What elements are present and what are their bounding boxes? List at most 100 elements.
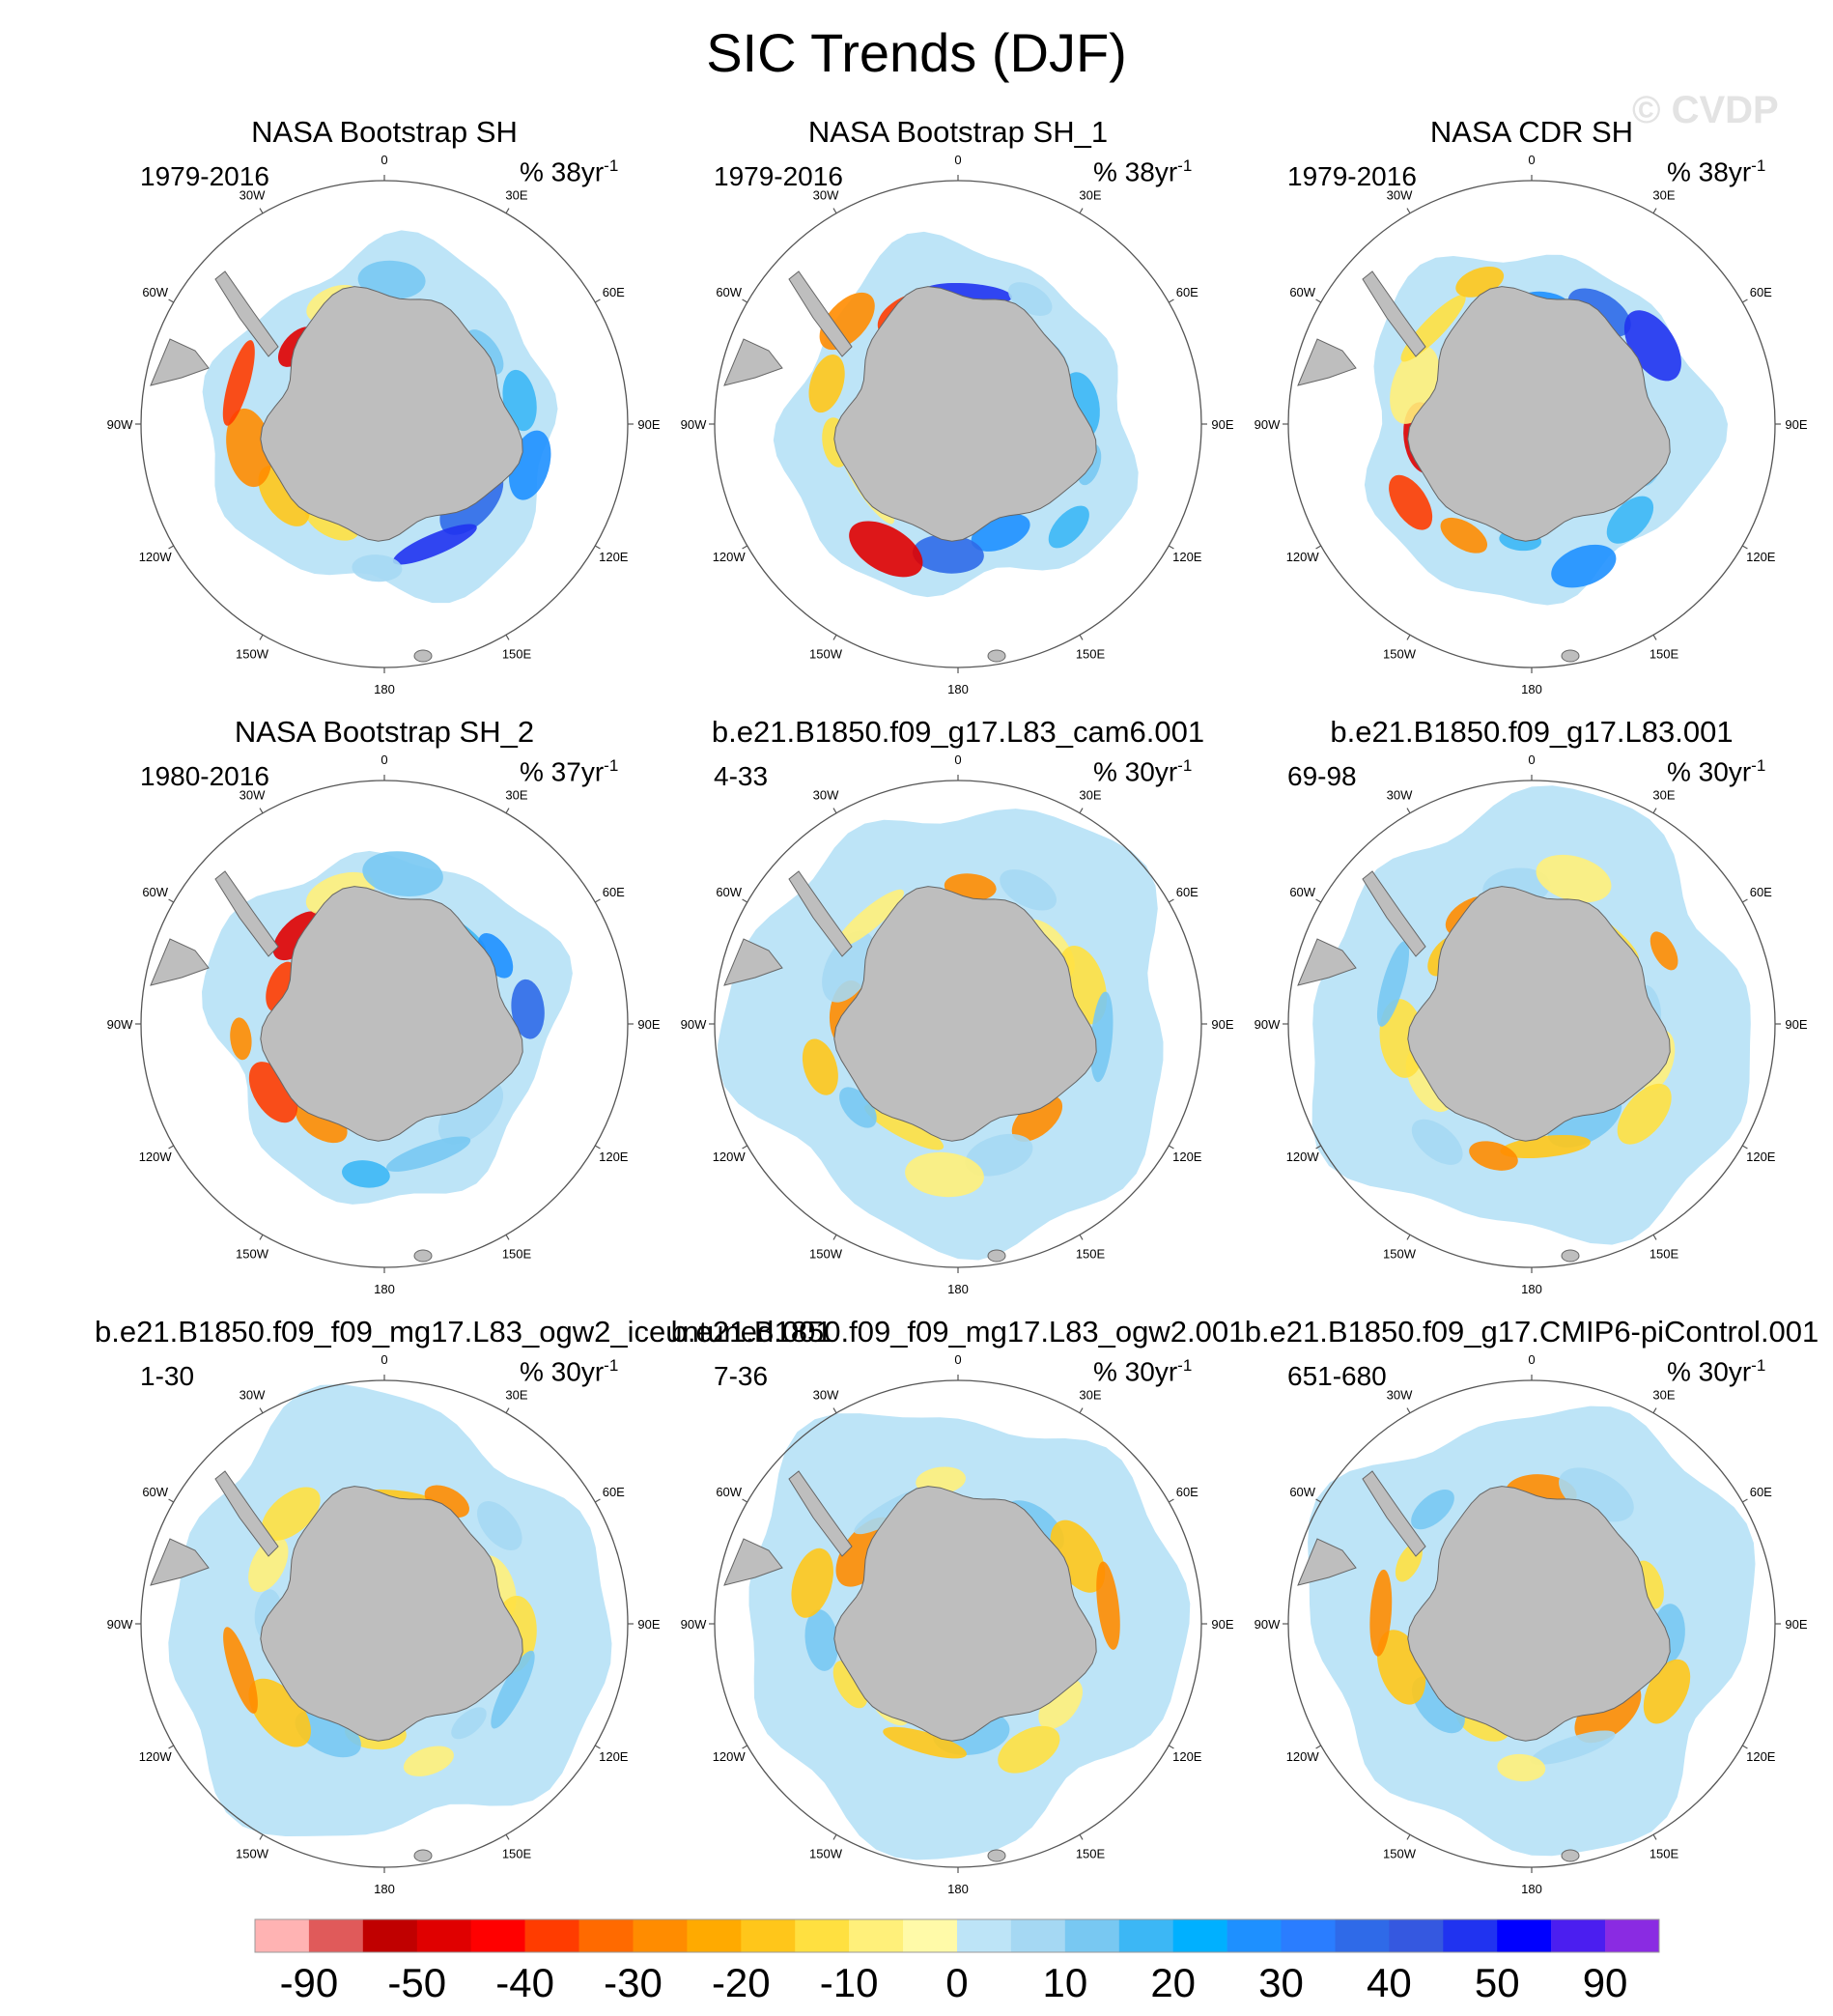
longitude-tick bbox=[594, 298, 601, 303]
longitude-tick bbox=[594, 545, 601, 550]
longitude-label: 150W bbox=[1383, 1246, 1417, 1261]
longitude-tick bbox=[505, 1407, 510, 1414]
new-zealand bbox=[987, 1849, 1006, 1862]
colorbar-swatch bbox=[957, 1919, 1012, 1952]
panel-period: 1979-2016 bbox=[140, 161, 269, 191]
longitude-tick bbox=[1652, 1833, 1657, 1840]
colorbar-swatch bbox=[524, 1919, 579, 1952]
south-america-tip bbox=[1297, 338, 1357, 386]
longitude-label: 30E bbox=[1652, 788, 1675, 803]
longitude-tick bbox=[1406, 1833, 1411, 1840]
longitude-label: 30E bbox=[1652, 1388, 1675, 1403]
trend-anomaly bbox=[864, 1104, 945, 1150]
longitude-tick bbox=[832, 208, 837, 214]
antarctic-peninsula bbox=[214, 1470, 279, 1557]
longitude-label: 0 bbox=[954, 1352, 961, 1367]
south-america-tip bbox=[1297, 938, 1357, 986]
trend-anomaly bbox=[222, 340, 255, 426]
longitude-label: 60E bbox=[603, 1485, 625, 1499]
longitude-tick bbox=[1652, 634, 1657, 640]
panel-title: b.e21.B1850.f09_g17.CMIP6-piControl.001 bbox=[1244, 1315, 1819, 1349]
longitude-tick bbox=[505, 1234, 510, 1240]
longitude-tick bbox=[1315, 1145, 1322, 1150]
longitude-label: 60E bbox=[603, 285, 625, 299]
longitude-label: 60W bbox=[716, 885, 742, 899]
panel-period: 7-36 bbox=[714, 1361, 769, 1391]
panel-title: NASA Bootstrap SH bbox=[251, 115, 518, 149]
longitude-tick bbox=[1168, 898, 1174, 903]
longitude-tick bbox=[594, 898, 601, 903]
trend-anomaly bbox=[491, 1650, 535, 1729]
longitude-tick bbox=[594, 1145, 601, 1150]
longitude-tick bbox=[259, 634, 264, 640]
colorbar-label: 50 bbox=[1474, 1960, 1520, 2005]
antarctic-peninsula bbox=[1362, 270, 1426, 357]
colorbar-swatch bbox=[1551, 1919, 1606, 1952]
longitude-label: 90W bbox=[1255, 417, 1281, 432]
longitude-tick bbox=[1406, 634, 1411, 640]
longitude-label: 120E bbox=[599, 550, 629, 564]
trend-anomaly bbox=[791, 1547, 833, 1618]
longitude-label: 120E bbox=[1172, 1749, 1202, 1764]
trend-anomaly bbox=[1369, 1569, 1393, 1657]
polar-map: 0 30E 60E 90E 120E 150E 180 150W 120W 90W 60W 30W bbox=[681, 1352, 1234, 1896]
longitude-label: 150W bbox=[236, 646, 269, 661]
trend-anomaly bbox=[511, 979, 545, 1039]
trend-anomaly bbox=[802, 1038, 838, 1095]
panel-units: % 38yr-1 bbox=[1093, 156, 1193, 187]
colorbar-swatch bbox=[1227, 1919, 1282, 1952]
trend-anomaly bbox=[808, 355, 845, 413]
longitude-tick bbox=[1741, 298, 1748, 303]
colorbar-swatch bbox=[362, 1919, 417, 1952]
longitude-tick bbox=[742, 1498, 748, 1503]
longitude-tick bbox=[1652, 1234, 1657, 1240]
longitude-label: 150E bbox=[1076, 1846, 1106, 1860]
longitude-tick bbox=[259, 1833, 264, 1840]
panel-units: % 30yr-1 bbox=[1093, 756, 1193, 787]
longitude-label: 90E bbox=[1785, 1617, 1807, 1632]
trend-anomaly bbox=[258, 466, 310, 526]
panel-units: % 38yr-1 bbox=[520, 156, 619, 187]
trend-anomaly bbox=[839, 1087, 877, 1128]
trend-anomaly bbox=[437, 1080, 504, 1145]
longitude-label: 120W bbox=[139, 1150, 173, 1164]
longitude-label: 120E bbox=[1746, 1749, 1776, 1764]
longitude-label: 90E bbox=[637, 1617, 660, 1632]
colorbar-label: -50 bbox=[387, 1960, 447, 2005]
panel-title: NASA CDR SH bbox=[1429, 115, 1634, 149]
longitude-tick bbox=[742, 898, 748, 903]
longitude-tick bbox=[1741, 898, 1748, 903]
antarctica-landmass bbox=[1407, 886, 1671, 1142]
trend-anomaly bbox=[905, 1151, 984, 1198]
longitude-label: 180 bbox=[374, 1882, 395, 1896]
trend-anomaly bbox=[1497, 1753, 1546, 1782]
longitude-label: 180 bbox=[947, 682, 969, 696]
longitude-label: 180 bbox=[1521, 682, 1542, 696]
south-america-tip bbox=[723, 338, 783, 386]
longitude-label: 60W bbox=[1289, 1485, 1315, 1499]
longitude-label: 150E bbox=[1076, 646, 1106, 661]
longitude-label: 30W bbox=[240, 1388, 266, 1403]
trend-anomaly bbox=[1411, 1676, 1465, 1734]
trend-anomaly bbox=[849, 521, 923, 578]
colorbar-swatch bbox=[903, 1919, 958, 1952]
trend-anomaly bbox=[1411, 1489, 1454, 1530]
trend-anomaly bbox=[223, 1627, 258, 1714]
longitude-tick bbox=[1168, 545, 1174, 550]
longitude-tick bbox=[1652, 208, 1657, 214]
new-zealand bbox=[413, 1249, 433, 1263]
longitude-label: 150E bbox=[1650, 646, 1679, 661]
polar-map: 0 30E 60E 90E 120E 150E 180 150W 120W 90W 60W 30W bbox=[107, 752, 661, 1296]
longitude-tick bbox=[832, 1833, 837, 1840]
trend-anomaly bbox=[248, 1678, 311, 1747]
longitude-label: 60E bbox=[1176, 285, 1198, 299]
longitude-label: 90W bbox=[1255, 1617, 1281, 1632]
longitude-tick bbox=[1741, 1498, 1748, 1503]
south-america-tip bbox=[1297, 1538, 1357, 1586]
south-america-tip bbox=[723, 1538, 783, 1586]
longitude-label: 0 bbox=[381, 1352, 387, 1367]
panel-title: NASA Bootstrap SH_2 bbox=[234, 715, 535, 749]
longitude-label: 150W bbox=[1383, 646, 1417, 661]
trend-anomaly bbox=[248, 1536, 289, 1593]
panel-units: % 30yr-1 bbox=[520, 1356, 619, 1387]
